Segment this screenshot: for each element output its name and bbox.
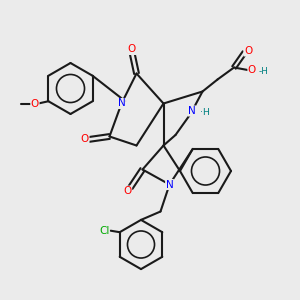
Text: O: O: [123, 186, 132, 196]
Text: Cl: Cl: [99, 226, 109, 236]
Text: N: N: [118, 98, 125, 109]
Text: N: N: [166, 179, 173, 190]
Text: O: O: [81, 134, 89, 145]
Text: O: O: [31, 99, 39, 109]
Text: O: O: [248, 65, 256, 75]
Text: O: O: [244, 46, 252, 56]
Text: ·H: ·H: [200, 108, 210, 117]
Text: O: O: [128, 44, 136, 55]
Text: N: N: [188, 106, 196, 116]
Text: -H: -H: [259, 68, 269, 76]
